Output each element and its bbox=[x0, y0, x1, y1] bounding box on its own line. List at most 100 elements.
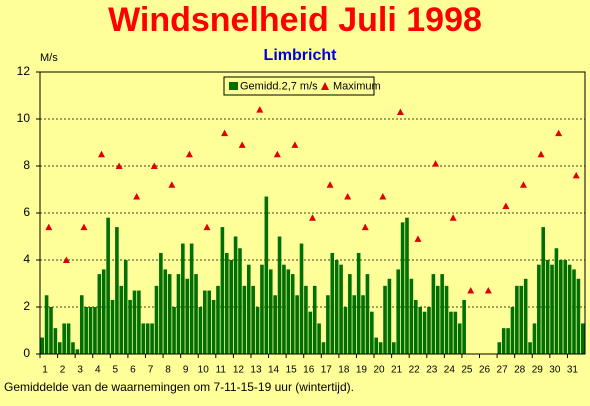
bar bbox=[554, 248, 559, 354]
marker bbox=[519, 181, 527, 188]
x-tick-label: 13 bbox=[250, 365, 262, 376]
x-tick-label: 15 bbox=[286, 365, 298, 376]
bar bbox=[137, 290, 141, 354]
x-tick-label: 12 bbox=[233, 365, 245, 376]
bar bbox=[207, 290, 212, 354]
x-tick-label: 25 bbox=[461, 365, 473, 376]
bar bbox=[123, 260, 128, 354]
marker bbox=[150, 162, 158, 169]
x-tick-label: 5 bbox=[113, 365, 119, 376]
bar bbox=[501, 328, 506, 354]
bar bbox=[356, 252, 361, 354]
x-tick-label: 2 bbox=[60, 365, 66, 376]
bar bbox=[405, 217, 409, 354]
bar bbox=[515, 285, 519, 354]
plot-frame bbox=[39, 71, 586, 355]
bar bbox=[387, 278, 392, 354]
bar bbox=[238, 248, 242, 354]
bar bbox=[264, 196, 269, 354]
marker bbox=[185, 150, 193, 158]
bar bbox=[71, 342, 75, 354]
x-tick-label: 19 bbox=[356, 365, 368, 376]
bar bbox=[334, 260, 339, 354]
footnote: Gemiddelde van de waarnemingen om 7-11-1… bbox=[4, 380, 354, 394]
x-tick-label: 6 bbox=[130, 365, 136, 376]
bar bbox=[115, 227, 119, 354]
bar bbox=[317, 323, 321, 354]
bar bbox=[396, 269, 401, 354]
marker bbox=[98, 150, 106, 158]
x-tick-label: 8 bbox=[165, 365, 171, 376]
bar bbox=[361, 295, 365, 354]
marker bbox=[484, 287, 492, 294]
y-tick-label: 4 bbox=[23, 252, 30, 266]
bar bbox=[145, 323, 150, 354]
marker bbox=[344, 193, 352, 200]
bar bbox=[79, 295, 84, 354]
y-axis-label: M/s bbox=[40, 52, 58, 64]
x-tick-label: 29 bbox=[532, 365, 544, 376]
bar bbox=[106, 217, 110, 354]
bar bbox=[66, 323, 71, 354]
bar bbox=[400, 222, 405, 354]
marker bbox=[414, 235, 422, 242]
x-tick-label: 31 bbox=[567, 365, 579, 376]
bar bbox=[181, 243, 185, 354]
bar bbox=[224, 252, 229, 354]
bar bbox=[409, 278, 414, 354]
bar bbox=[141, 323, 146, 354]
bar bbox=[268, 269, 273, 354]
bar bbox=[370, 311, 374, 354]
legend-swatch bbox=[229, 82, 238, 90]
bar bbox=[378, 342, 383, 354]
bar bbox=[374, 337, 379, 354]
y-tick-label: 12 bbox=[17, 64, 31, 78]
bar bbox=[321, 342, 326, 354]
bar bbox=[541, 227, 546, 354]
bar bbox=[242, 285, 247, 354]
bar bbox=[194, 274, 198, 354]
bar bbox=[581, 323, 585, 354]
bar bbox=[286, 269, 291, 354]
bar bbox=[40, 337, 44, 354]
bar bbox=[101, 269, 106, 354]
bar bbox=[154, 285, 159, 354]
bar bbox=[567, 264, 572, 354]
marker bbox=[396, 108, 404, 115]
x-tick-label: 1 bbox=[42, 365, 48, 376]
bar bbox=[506, 328, 510, 354]
bar bbox=[44, 295, 49, 354]
bar bbox=[246, 264, 251, 354]
marker bbox=[80, 223, 88, 231]
bar bbox=[343, 307, 348, 354]
marker bbox=[309, 214, 316, 221]
x-tick-label: 24 bbox=[444, 365, 456, 376]
bar bbox=[198, 307, 203, 354]
y-tick-label: 2 bbox=[23, 299, 30, 313]
x-tick-label: 14 bbox=[268, 365, 280, 376]
bar bbox=[326, 295, 330, 354]
bar bbox=[84, 307, 88, 354]
x-tick-label: 22 bbox=[409, 365, 421, 376]
bar bbox=[260, 264, 264, 354]
bar bbox=[528, 342, 532, 354]
bar bbox=[53, 328, 58, 354]
x-tick-label: 21 bbox=[391, 365, 403, 376]
bar bbox=[229, 260, 233, 354]
marker bbox=[432, 160, 440, 167]
bar bbox=[462, 299, 466, 354]
legend-marker bbox=[321, 82, 329, 90]
x-tick-label: 10 bbox=[198, 365, 210, 376]
bar bbox=[277, 236, 282, 354]
bar bbox=[339, 264, 343, 354]
marker bbox=[537, 150, 545, 158]
x-tick-label: 3 bbox=[77, 365, 83, 376]
bar bbox=[308, 311, 313, 354]
bar bbox=[211, 299, 216, 354]
y-tick-label: 0 bbox=[23, 346, 30, 360]
bar bbox=[233, 236, 238, 354]
x-tick-label: 18 bbox=[338, 365, 350, 376]
y-tick-label: 8 bbox=[23, 158, 30, 172]
bar bbox=[282, 264, 286, 354]
